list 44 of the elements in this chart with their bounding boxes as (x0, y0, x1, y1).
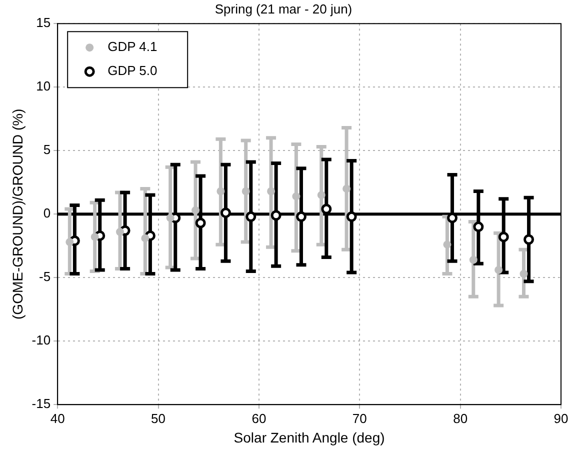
point (242, 187, 250, 196)
y-tick-label: -15 (32, 396, 51, 412)
point (494, 266, 503, 274)
chart-title: Spring (21 mar - 20 jun) (214, 1, 352, 16)
point (520, 270, 528, 278)
point (346, 211, 357, 222)
point (473, 222, 484, 232)
point (267, 187, 276, 196)
point (296, 211, 306, 222)
x-tick-label: 60 (252, 410, 266, 426)
point (220, 208, 231, 218)
point (90, 232, 99, 241)
legend-label: GDP 4.1 (108, 39, 158, 54)
y-tick-label: -10 (32, 332, 51, 348)
point (321, 204, 332, 214)
point (292, 192, 300, 200)
point (66, 238, 74, 246)
point (270, 210, 282, 221)
x-tick-label: 70 (352, 410, 367, 426)
x-tick-label: 80 (453, 410, 468, 426)
point (192, 206, 200, 214)
point (246, 211, 256, 222)
point (141, 234, 150, 242)
y-tick-label: 10 (36, 78, 51, 94)
legend-label: GDP 5.0 (108, 63, 158, 78)
point (166, 214, 174, 222)
x-axis-title: Solar Zenith Angle (deg) (234, 429, 385, 446)
point (524, 234, 534, 245)
point (195, 218, 206, 228)
x-tick-label: 90 (554, 410, 568, 426)
y-tick-label: 5 (43, 142, 51, 158)
x-tick-label: 50 (151, 410, 166, 426)
point (216, 187, 225, 196)
point (498, 232, 509, 242)
point (342, 184, 351, 193)
y-axis-title: (GOME-GROUND)/GROUND (%) (9, 108, 26, 320)
point (317, 191, 326, 200)
y-tick-label: 15 (36, 15, 51, 30)
point (469, 256, 478, 264)
x-tick-label: 40 (50, 410, 65, 426)
point (443, 240, 452, 249)
y-tick-label: -5 (39, 269, 51, 284)
point (116, 228, 124, 236)
y-tick-label: 0 (43, 206, 51, 221)
